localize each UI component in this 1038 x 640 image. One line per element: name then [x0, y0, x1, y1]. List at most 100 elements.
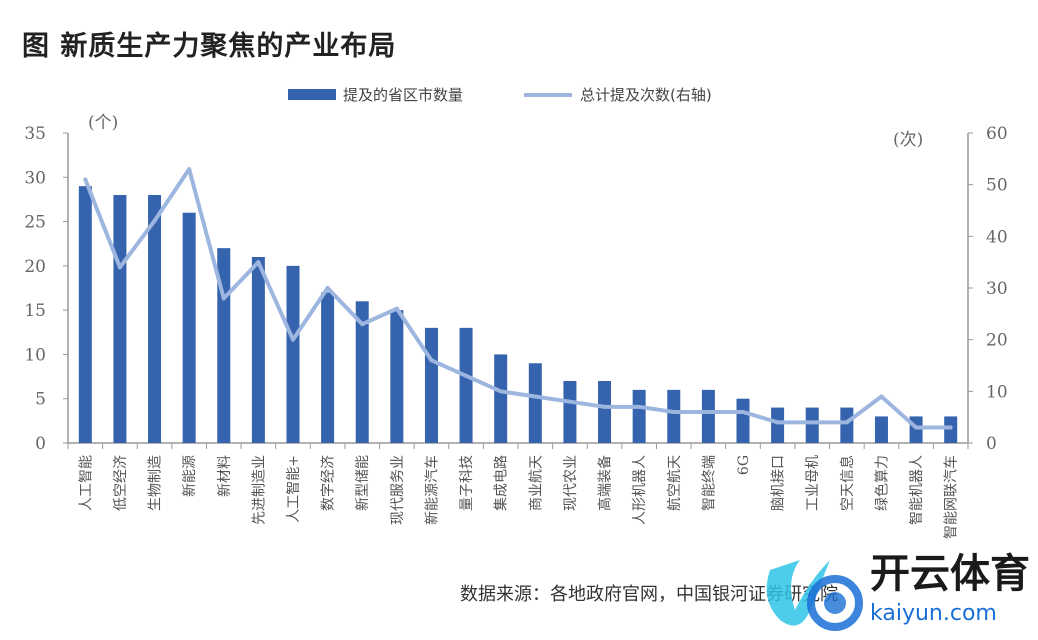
- line-point-新材料: [221, 296, 226, 301]
- bar-6G: [736, 398, 750, 443]
- right-tick-label: 60: [986, 124, 1008, 144]
- line-point-商业航天: [533, 394, 538, 399]
- line-point-生物制造: [152, 218, 157, 223]
- bar-新能源汽车: [424, 327, 438, 443]
- left-tick-label: 25: [24, 213, 46, 233]
- line-point-脑机接口: [775, 420, 780, 425]
- category-label: 生物制造: [148, 455, 164, 511]
- bar-智能网联汽车: [944, 416, 958, 443]
- bar-人形机器人: [632, 389, 646, 443]
- category-label: 智能终端: [701, 455, 717, 511]
- figure-title: 图 新质生产力聚焦的产业布局: [22, 31, 397, 62]
- bar-低空经济: [113, 195, 127, 443]
- bar-现代服务业: [390, 310, 404, 443]
- bar-量子科技: [459, 327, 473, 443]
- category-label: 高端装备: [597, 455, 614, 511]
- bar-智能终端: [701, 389, 715, 443]
- right-tick-label: 50: [986, 176, 1008, 196]
- line-point-智能机器人: [914, 425, 919, 430]
- watermark-text: 开云体育: [870, 551, 1030, 597]
- category-label: 人形机器人: [632, 455, 648, 525]
- category-label: 人工智能+: [286, 455, 302, 523]
- line-point-新型储能: [360, 322, 365, 327]
- category-label: 智能机器人: [909, 455, 925, 525]
- category-label: 新能源汽车: [423, 455, 440, 525]
- category-label: 集成电路: [493, 455, 510, 511]
- bar-智能机器人: [909, 416, 923, 443]
- bar-绿色算力: [874, 416, 888, 443]
- line-point-人工智能+: [291, 337, 295, 342]
- category-label: 先进制造业: [251, 455, 267, 525]
- line-point-智能网联汽车: [948, 425, 953, 430]
- category-label: 智能网联汽车: [943, 455, 960, 539]
- category-label: 6G: [736, 455, 752, 475]
- bar-新型储能: [355, 301, 369, 443]
- left-tick-label: 5: [35, 390, 46, 410]
- bar-商业航天: [528, 363, 542, 443]
- line-point-集成电路: [498, 389, 503, 394]
- bar-数字经济: [321, 292, 335, 443]
- watermark-logo: 开云体育 kaiyun.com: [750, 545, 1038, 640]
- left-tick-label: 15: [24, 301, 46, 321]
- line-point-低空经济: [117, 265, 122, 270]
- line-point-6G: [741, 410, 745, 414]
- category-label: 工业母机: [805, 455, 821, 511]
- category-label: 人工智能: [78, 455, 94, 511]
- bar-空天信息: [840, 407, 854, 443]
- left-tick-label: 0: [35, 434, 46, 454]
- bar-新能源: [182, 212, 196, 443]
- line-point-数字经济: [325, 286, 330, 290]
- line-point-航空航天: [671, 410, 676, 414]
- line-point-量子科技: [464, 373, 469, 378]
- category-label: 新能源: [182, 455, 198, 497]
- category-label: 空天信息: [839, 455, 856, 511]
- bar-工业母机: [805, 407, 819, 443]
- category-label: 现代服务业: [390, 455, 406, 525]
- kaiyun-logo-icon: [766, 560, 863, 631]
- legend-line-label: 总计提及次数(右轴): [580, 86, 712, 104]
- line-point-现代服务业: [394, 306, 399, 311]
- category-label: 新型储能: [355, 455, 371, 511]
- category-label: 新材料: [217, 455, 233, 497]
- category-label: 绿色算力: [873, 455, 890, 511]
- bar-高端装备: [598, 381, 612, 443]
- left-axis-unit: (个): [88, 113, 118, 133]
- legend-bar-label: 提及的省区市数量: [343, 86, 463, 104]
- line-point-空天信息: [844, 420, 849, 425]
- bar-人工智能+: [286, 265, 300, 443]
- bar-先进制造业: [251, 257, 265, 443]
- line-point-绿色算力: [879, 394, 884, 399]
- category-label: 数字经济: [321, 455, 337, 511]
- line-point-先进制造业: [256, 260, 261, 265]
- right-tick-label: 40: [986, 227, 1008, 247]
- bar-集成电路: [494, 354, 508, 443]
- category-label: 低空经济: [113, 455, 129, 511]
- line-series-total-mentions: [83, 167, 951, 430]
- line-point-人形机器人: [637, 404, 642, 409]
- bar-生物制造: [148, 195, 162, 443]
- right-tick-label: 0: [986, 434, 997, 454]
- bar-航空航天: [667, 389, 681, 443]
- right-axis-unit: (次): [893, 130, 923, 150]
- bar-人工智能: [78, 186, 92, 443]
- line-point-工业母机: [810, 420, 815, 425]
- category-label: 量子科技: [459, 455, 475, 511]
- category-label: 航空航天: [667, 455, 683, 511]
- right-tick-label: 30: [986, 279, 1008, 299]
- source-note: 数据来源：各地政府官网，中国银河证券研究院: [460, 584, 838, 605]
- left-tick-label: 35: [24, 124, 46, 144]
- bar-现代农业: [563, 381, 577, 443]
- line-point-智能终端: [706, 410, 711, 414]
- line-point-人工智能: [83, 177, 88, 182]
- right-tick-label: 20: [986, 331, 1008, 351]
- left-tick-label: 10: [24, 345, 46, 365]
- legend-bar-swatch: [288, 89, 336, 100]
- bar-脑机接口: [771, 407, 785, 443]
- left-tick-label: 20: [24, 257, 46, 277]
- line-point-新能源汽车: [429, 358, 434, 363]
- line-point-高端装备: [602, 404, 607, 409]
- category-label: 脑机接口: [770, 455, 787, 511]
- line-point-新能源: [187, 167, 192, 172]
